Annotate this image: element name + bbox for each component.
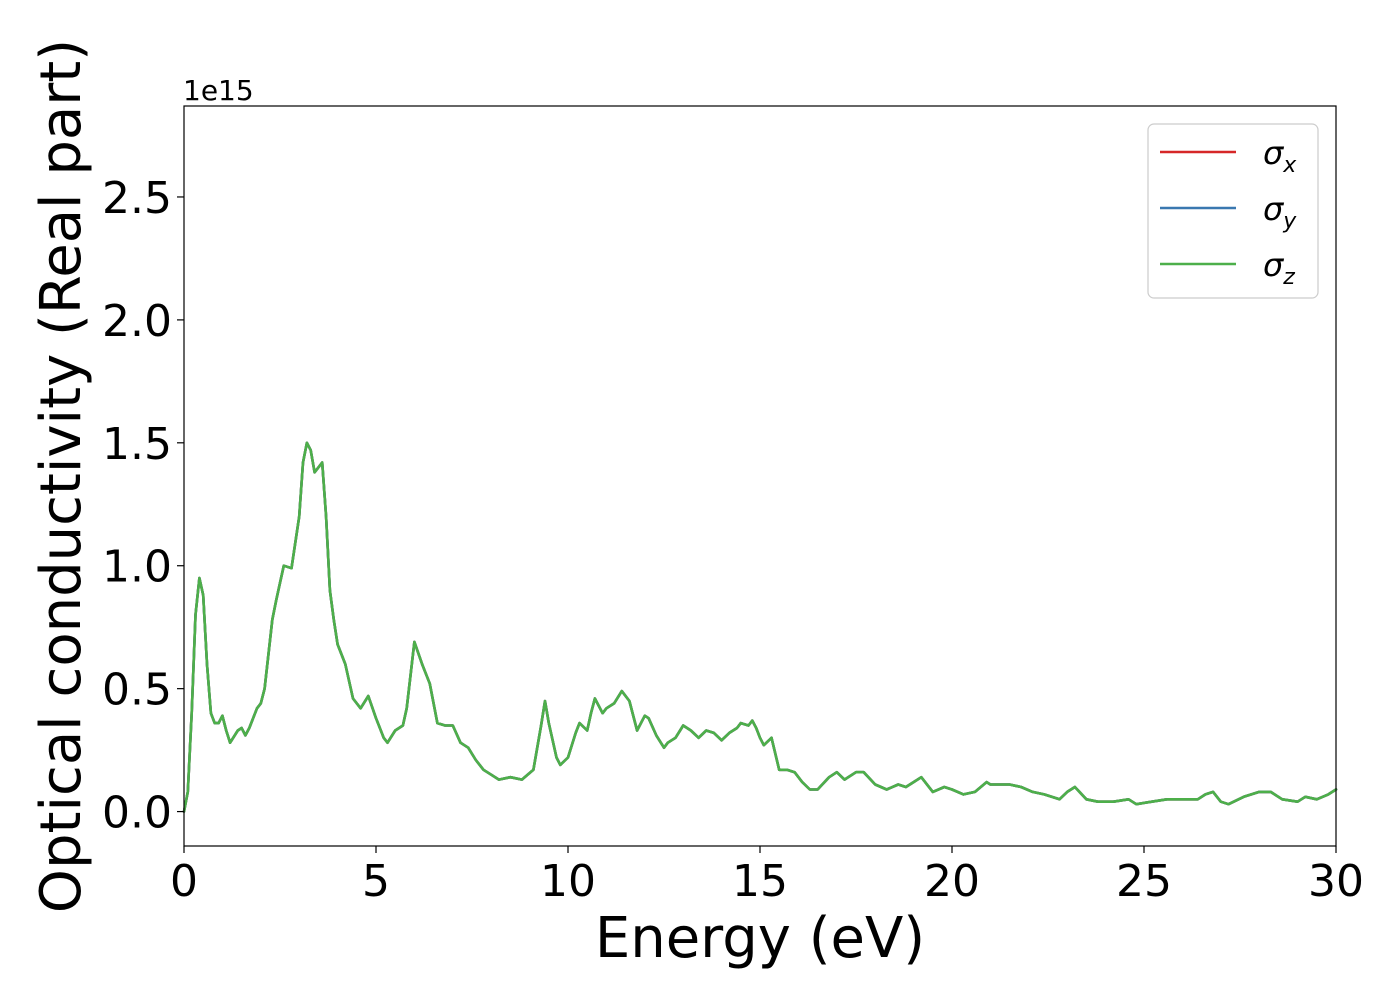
x-tick-label: 5: [362, 856, 390, 907]
x-tick-label: 25: [1116, 856, 1172, 907]
series-line-2: [182, 441, 1338, 813]
series-line-1: [182, 441, 1338, 813]
y-tick-label: 2.5: [102, 173, 172, 224]
y-tick-label: 1.0: [102, 542, 172, 593]
series-line-3: [182, 441, 1338, 813]
y-axis-label: Optical conductivity (Real part): [29, 39, 94, 913]
y-offset-label: 1e15: [183, 74, 254, 107]
x-tick-label: 0: [170, 856, 198, 907]
y-tick-label: 2.0: [102, 296, 172, 347]
legend-box: [1147, 123, 1319, 299]
y-tick-label: 0.0: [102, 788, 172, 839]
x-axis-ticks: 0 5 10 15 20 25 30: [170, 846, 1364, 907]
y-axis-ticks: 0.0 0.5 1.0 1.5 2.0 2.5: [102, 173, 184, 839]
y-tick-label: 1.5: [102, 419, 172, 470]
y-tick-label: 0.5: [102, 665, 172, 716]
x-tick-label: 15: [732, 856, 788, 907]
x-axis-label: Energy (eV): [595, 906, 925, 971]
x-tick-label: 10: [540, 856, 596, 907]
series-layer: [182, 441, 1338, 813]
x-tick-label: 20: [924, 856, 980, 907]
legend-label-z: σz: [1263, 246, 1295, 290]
x-tick-label: 30: [1308, 856, 1364, 907]
